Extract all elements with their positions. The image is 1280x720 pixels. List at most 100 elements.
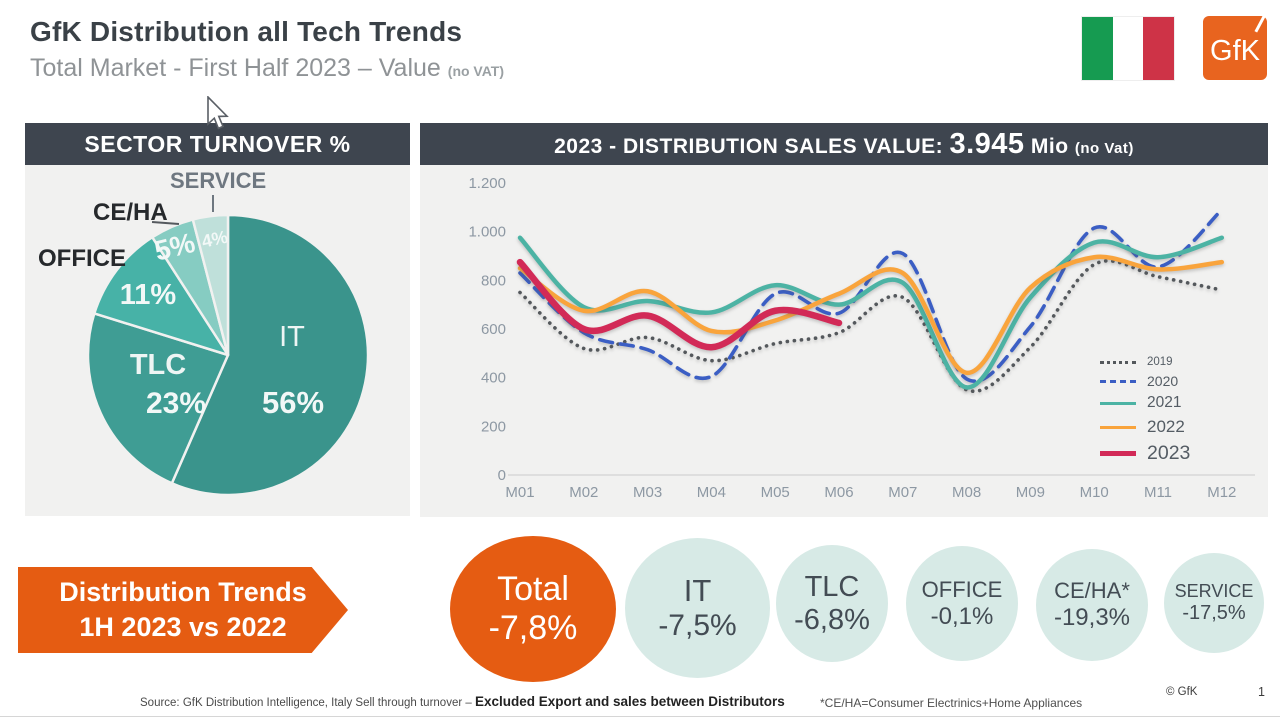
pie-slice-value: 23% xyxy=(146,387,206,420)
x-tick-label: M03 xyxy=(633,484,662,501)
x-tick-label: M11 xyxy=(1144,484,1172,501)
flag-white-band xyxy=(1112,17,1144,80)
subtitle-text: Total Market - First Half 2023 – Value xyxy=(30,54,441,82)
y-tick-label: 1.200 xyxy=(468,175,506,192)
line-panel-title: 2023 - DISTRIBUTION SALES VALUE: 3.945 M… xyxy=(420,123,1268,165)
trend-circle-office: OFFICE -0,1% xyxy=(906,546,1018,661)
series-line-2019 xyxy=(518,259,1224,394)
service-connector-line xyxy=(212,195,214,212)
trends-banner-line2: 1H 2023 vs 2022 xyxy=(79,612,287,642)
legend-item-2019: 2019 xyxy=(1100,356,1190,368)
trend-label: OFFICE xyxy=(921,576,1003,602)
trends-banner-line1: Distribution Trends xyxy=(59,576,307,607)
pie-slice-tlc xyxy=(86,312,230,485)
series-line-2020 xyxy=(518,207,1224,383)
line-title-suffix: (no Vat) xyxy=(1074,140,1134,157)
y-tick-label: 600 xyxy=(481,321,506,338)
pie-slice-value: 11% xyxy=(120,279,177,311)
legend-swatch xyxy=(1100,379,1136,383)
pie-slice-office xyxy=(93,235,230,357)
trend-circle-tlc: TLC -6,8% xyxy=(776,545,888,662)
legend-label: 2021 xyxy=(1147,394,1182,411)
trend-label: TLC xyxy=(804,570,860,603)
trend-label: Total xyxy=(497,570,569,608)
x-tick-label: M09 xyxy=(1016,484,1045,501)
mouse-cursor xyxy=(207,96,229,130)
legend-item-2020: 2020 xyxy=(1100,373,1190,389)
pie-panel-title: SECTOR TURNOVER % xyxy=(25,123,410,165)
trends-banner: Distribution Trends 1H 2023 vs 2022 xyxy=(18,567,348,653)
legend-swatch xyxy=(1100,451,1136,456)
trend-circle-it: IT -7,5% xyxy=(625,538,770,678)
gfk-logo-notch xyxy=(1254,13,1267,33)
x-tick-label: M05 xyxy=(761,484,790,501)
x-tick-label: M02 xyxy=(569,484,598,501)
trend-value: -7,5% xyxy=(658,609,737,642)
y-tick-label: 800 xyxy=(481,272,506,289)
trend-label: CE/HA* xyxy=(1054,578,1130,603)
page-number: 1 xyxy=(1258,685,1265,699)
legend-item-2023: 2023 xyxy=(1100,442,1190,465)
flag-red-band xyxy=(1143,17,1175,80)
pie-slice-value: 56% xyxy=(262,385,324,420)
trend-value: -7,8% xyxy=(488,609,578,647)
x-tick-label: M12 xyxy=(1207,484,1236,501)
copyright: © GfK xyxy=(1166,686,1198,698)
source-regular: Source: GfK Distribution Intelligence, I… xyxy=(140,697,475,709)
trend-value: -0,1% xyxy=(930,602,994,630)
legend-item-2022: 2022 xyxy=(1100,417,1190,437)
page-subtitle: Total Market - First Half 2023 – Value (… xyxy=(30,54,504,83)
source-bold: Excluded Export and sales between Distri… xyxy=(474,694,785,709)
line-panel: 0 200 400 600 800 1.000 1.200 M01 M02 M03 M04 M05 M0… xyxy=(420,165,1268,517)
legend-label: 2020 xyxy=(1147,373,1179,389)
line-title-prefix: 2023 - DISTRIBUTION SALES VALUE: xyxy=(554,135,950,158)
trend-value: -17,5% xyxy=(1182,602,1246,624)
flag-green-band xyxy=(1082,17,1113,80)
pie-slice-label: TLC xyxy=(130,349,186,381)
series-line-2021 xyxy=(517,235,1225,390)
pie-slice-label: IT xyxy=(279,321,305,353)
y-tick-label: 1.000 xyxy=(468,224,506,241)
ceha-footnote: *CE/HA=Consumer Electrinics+Home Applian… xyxy=(820,696,1083,710)
x-tick-label: M10 xyxy=(1080,484,1109,501)
italy-flag-icon xyxy=(1082,17,1175,80)
chart-legend: 2019 2020 2021 2022 2023 xyxy=(1100,356,1190,465)
legend-label: 2019 xyxy=(1147,356,1173,368)
pie-slice-it xyxy=(170,213,370,497)
legend-label: 2022 xyxy=(1147,417,1185,436)
legend-swatch xyxy=(1100,401,1136,405)
trend-label: SERVICE xyxy=(1174,581,1254,601)
trend-label: IT xyxy=(683,573,712,608)
y-tick-label: 0 xyxy=(498,467,506,484)
gfk-logo-text: GfK xyxy=(1210,34,1260,67)
subtitle-suffix: (no VAT) xyxy=(447,63,505,79)
legend-label: 2023 xyxy=(1147,442,1191,464)
x-tick-label: M06 xyxy=(824,484,853,501)
trend-value: -6,8% xyxy=(794,603,870,636)
trend-circle-service: SERVICE -17,5% xyxy=(1164,553,1264,653)
series-line-2022 xyxy=(517,254,1225,376)
y-tick-label: 400 xyxy=(481,370,506,387)
x-tick-label: M04 xyxy=(697,484,726,501)
line-title-value: 3.945 xyxy=(949,128,1025,160)
y-tick-label: 200 xyxy=(481,418,506,435)
legend-swatch xyxy=(1100,360,1136,364)
sales-line-chart: 0 200 400 600 800 1.000 1.200 M01 M02 M03 M04 M05 M0… xyxy=(468,175,1255,501)
trend-circle-total: Total -7,8% xyxy=(450,536,616,682)
page-title: GfK Distribution all Tech Trends xyxy=(30,16,463,47)
gfk-logo: GfK xyxy=(1203,13,1267,80)
bottom-divider xyxy=(0,716,1280,717)
x-tick-label: M08 xyxy=(952,484,981,501)
x-tick-label: M07 xyxy=(888,484,917,501)
legend-item-2021: 2021 xyxy=(1100,394,1190,412)
legend-swatch xyxy=(1100,425,1136,429)
pie-label-service: SERVICE xyxy=(170,168,267,193)
pie-panel: IT 56% TLC 23% 11% 5% 4% xyxy=(25,165,410,516)
line-title-unit: Mio xyxy=(1024,135,1075,158)
trend-value: -19,3% xyxy=(1053,604,1131,631)
x-tick-label: M01 xyxy=(505,484,534,501)
trend-circle-ceha: CE/HA* -19,3% xyxy=(1036,549,1148,661)
source-note: Source: GfK Distribution Intelligence, I… xyxy=(140,694,785,709)
